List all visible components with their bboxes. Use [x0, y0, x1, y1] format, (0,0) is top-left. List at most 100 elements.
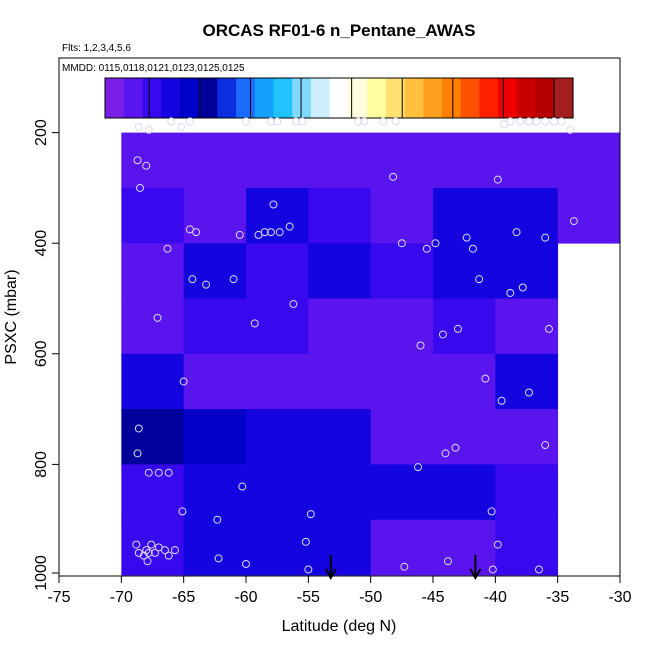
sample-point — [291, 117, 300, 126]
heatmap-cell — [433, 187, 496, 244]
sample-point — [453, 324, 462, 333]
colorbar-swatch — [348, 78, 368, 118]
sample-point — [516, 117, 525, 126]
sample-point — [451, 443, 460, 452]
heatmap-cell — [370, 409, 434, 465]
heatmap-cell — [370, 464, 434, 521]
sample-point — [549, 117, 558, 126]
sample-point — [269, 200, 278, 209]
sample-point — [468, 244, 477, 253]
sample-point — [566, 125, 575, 134]
sample-point — [250, 319, 259, 328]
colorbar-swatch — [179, 78, 200, 118]
sample-point — [235, 230, 244, 239]
sample-point — [493, 540, 502, 549]
sample-point — [431, 239, 440, 248]
y-tick-label: 600 — [33, 340, 50, 367]
colorbar-swatch — [142, 78, 162, 118]
heatmap-cell — [433, 464, 496, 521]
colorbar-swatch — [498, 78, 518, 118]
sample-point — [379, 117, 388, 126]
sample-point — [289, 300, 298, 309]
heatmap-cells — [121, 132, 621, 576]
sample-point — [400, 562, 409, 571]
heatmap-cell — [370, 243, 434, 299]
sample-point — [178, 507, 187, 516]
sample-point — [391, 117, 400, 126]
sample-point — [238, 482, 247, 491]
y-axis-label: PSXC (mbar) — [3, 269, 20, 364]
sample-point — [192, 228, 201, 237]
colorbar-swatch — [292, 78, 312, 118]
heatmap-cell — [183, 187, 247, 244]
sample-point — [164, 551, 173, 560]
heatmap-cell — [370, 132, 434, 189]
heatmap-cell — [308, 519, 372, 576]
x-tick-label: -50 — [359, 589, 382, 606]
sample-point — [544, 324, 553, 333]
colorbar-swatch — [161, 78, 181, 118]
x-axis: -75 -70 -65 -60 -55 -50 -45 -40 -35 -30 — [47, 576, 632, 606]
y-tick-label: 1000 — [33, 555, 50, 591]
heatmap-cell — [495, 132, 559, 189]
sample-point — [541, 441, 550, 450]
sample-point — [164, 468, 173, 477]
sample-point — [298, 117, 307, 126]
heatmap-cell — [121, 132, 185, 189]
heatmap-cell — [121, 464, 185, 521]
sample-point — [133, 449, 142, 458]
sample-point — [153, 313, 162, 322]
sample-point — [136, 183, 145, 192]
sample-point — [229, 275, 238, 284]
sample-point — [266, 117, 275, 126]
flight-markers — [324, 555, 482, 581]
y-tick-label: 200 — [33, 119, 50, 146]
heatmap-cell — [495, 519, 559, 576]
colorbar-swatch — [554, 78, 574, 118]
sample-point — [134, 424, 143, 433]
heatmap-cell — [308, 298, 372, 355]
sample-point — [242, 117, 250, 126]
heatmap-cell — [183, 132, 247, 189]
colorbar-swatch — [441, 78, 462, 118]
heatmap-cell — [246, 132, 309, 189]
x-tick-label: -65 — [172, 589, 195, 606]
heatmap-cell — [246, 243, 309, 299]
flights-subtitle: Flts: 1,2,3,4,5,6 — [62, 43, 131, 54]
heatmap-cell — [246, 409, 309, 465]
heatmap-cell — [308, 132, 372, 189]
colorbar-swatch — [404, 78, 424, 118]
x-tick-label: -30 — [608, 589, 631, 606]
sample-point — [493, 175, 502, 184]
colorbar-swatch — [273, 78, 293, 118]
sample-point — [532, 117, 541, 126]
heatmap-cell — [495, 298, 559, 355]
plot-frame — [58, 57, 621, 577]
sample-point — [512, 228, 521, 237]
sample-point — [144, 125, 153, 134]
colorbar-swatch — [217, 78, 237, 118]
sample-point — [481, 374, 490, 383]
sample-point — [534, 565, 543, 574]
sample-point — [389, 172, 398, 181]
sample-point — [414, 463, 423, 472]
sample-point — [163, 244, 172, 253]
heatmap-cell — [308, 243, 372, 299]
sample-point — [443, 557, 452, 566]
sample-point — [488, 565, 497, 574]
colorbar-swatch — [105, 78, 125, 118]
x-tick-label: -55 — [297, 589, 320, 606]
heatmap-cell — [246, 519, 309, 576]
sample-point — [506, 288, 515, 297]
heatmap-cell — [433, 353, 496, 410]
sample-point — [506, 117, 515, 126]
colorbar-swatch — [198, 78, 218, 118]
sample-point — [541, 233, 550, 242]
heatmap-cell — [183, 409, 247, 465]
sample-point — [557, 117, 566, 126]
colorbar-swatch — [535, 78, 555, 118]
sample-point — [462, 233, 471, 242]
heatmap-cell — [495, 464, 559, 521]
heatmap-cell — [308, 187, 372, 244]
sample-point — [524, 388, 533, 397]
